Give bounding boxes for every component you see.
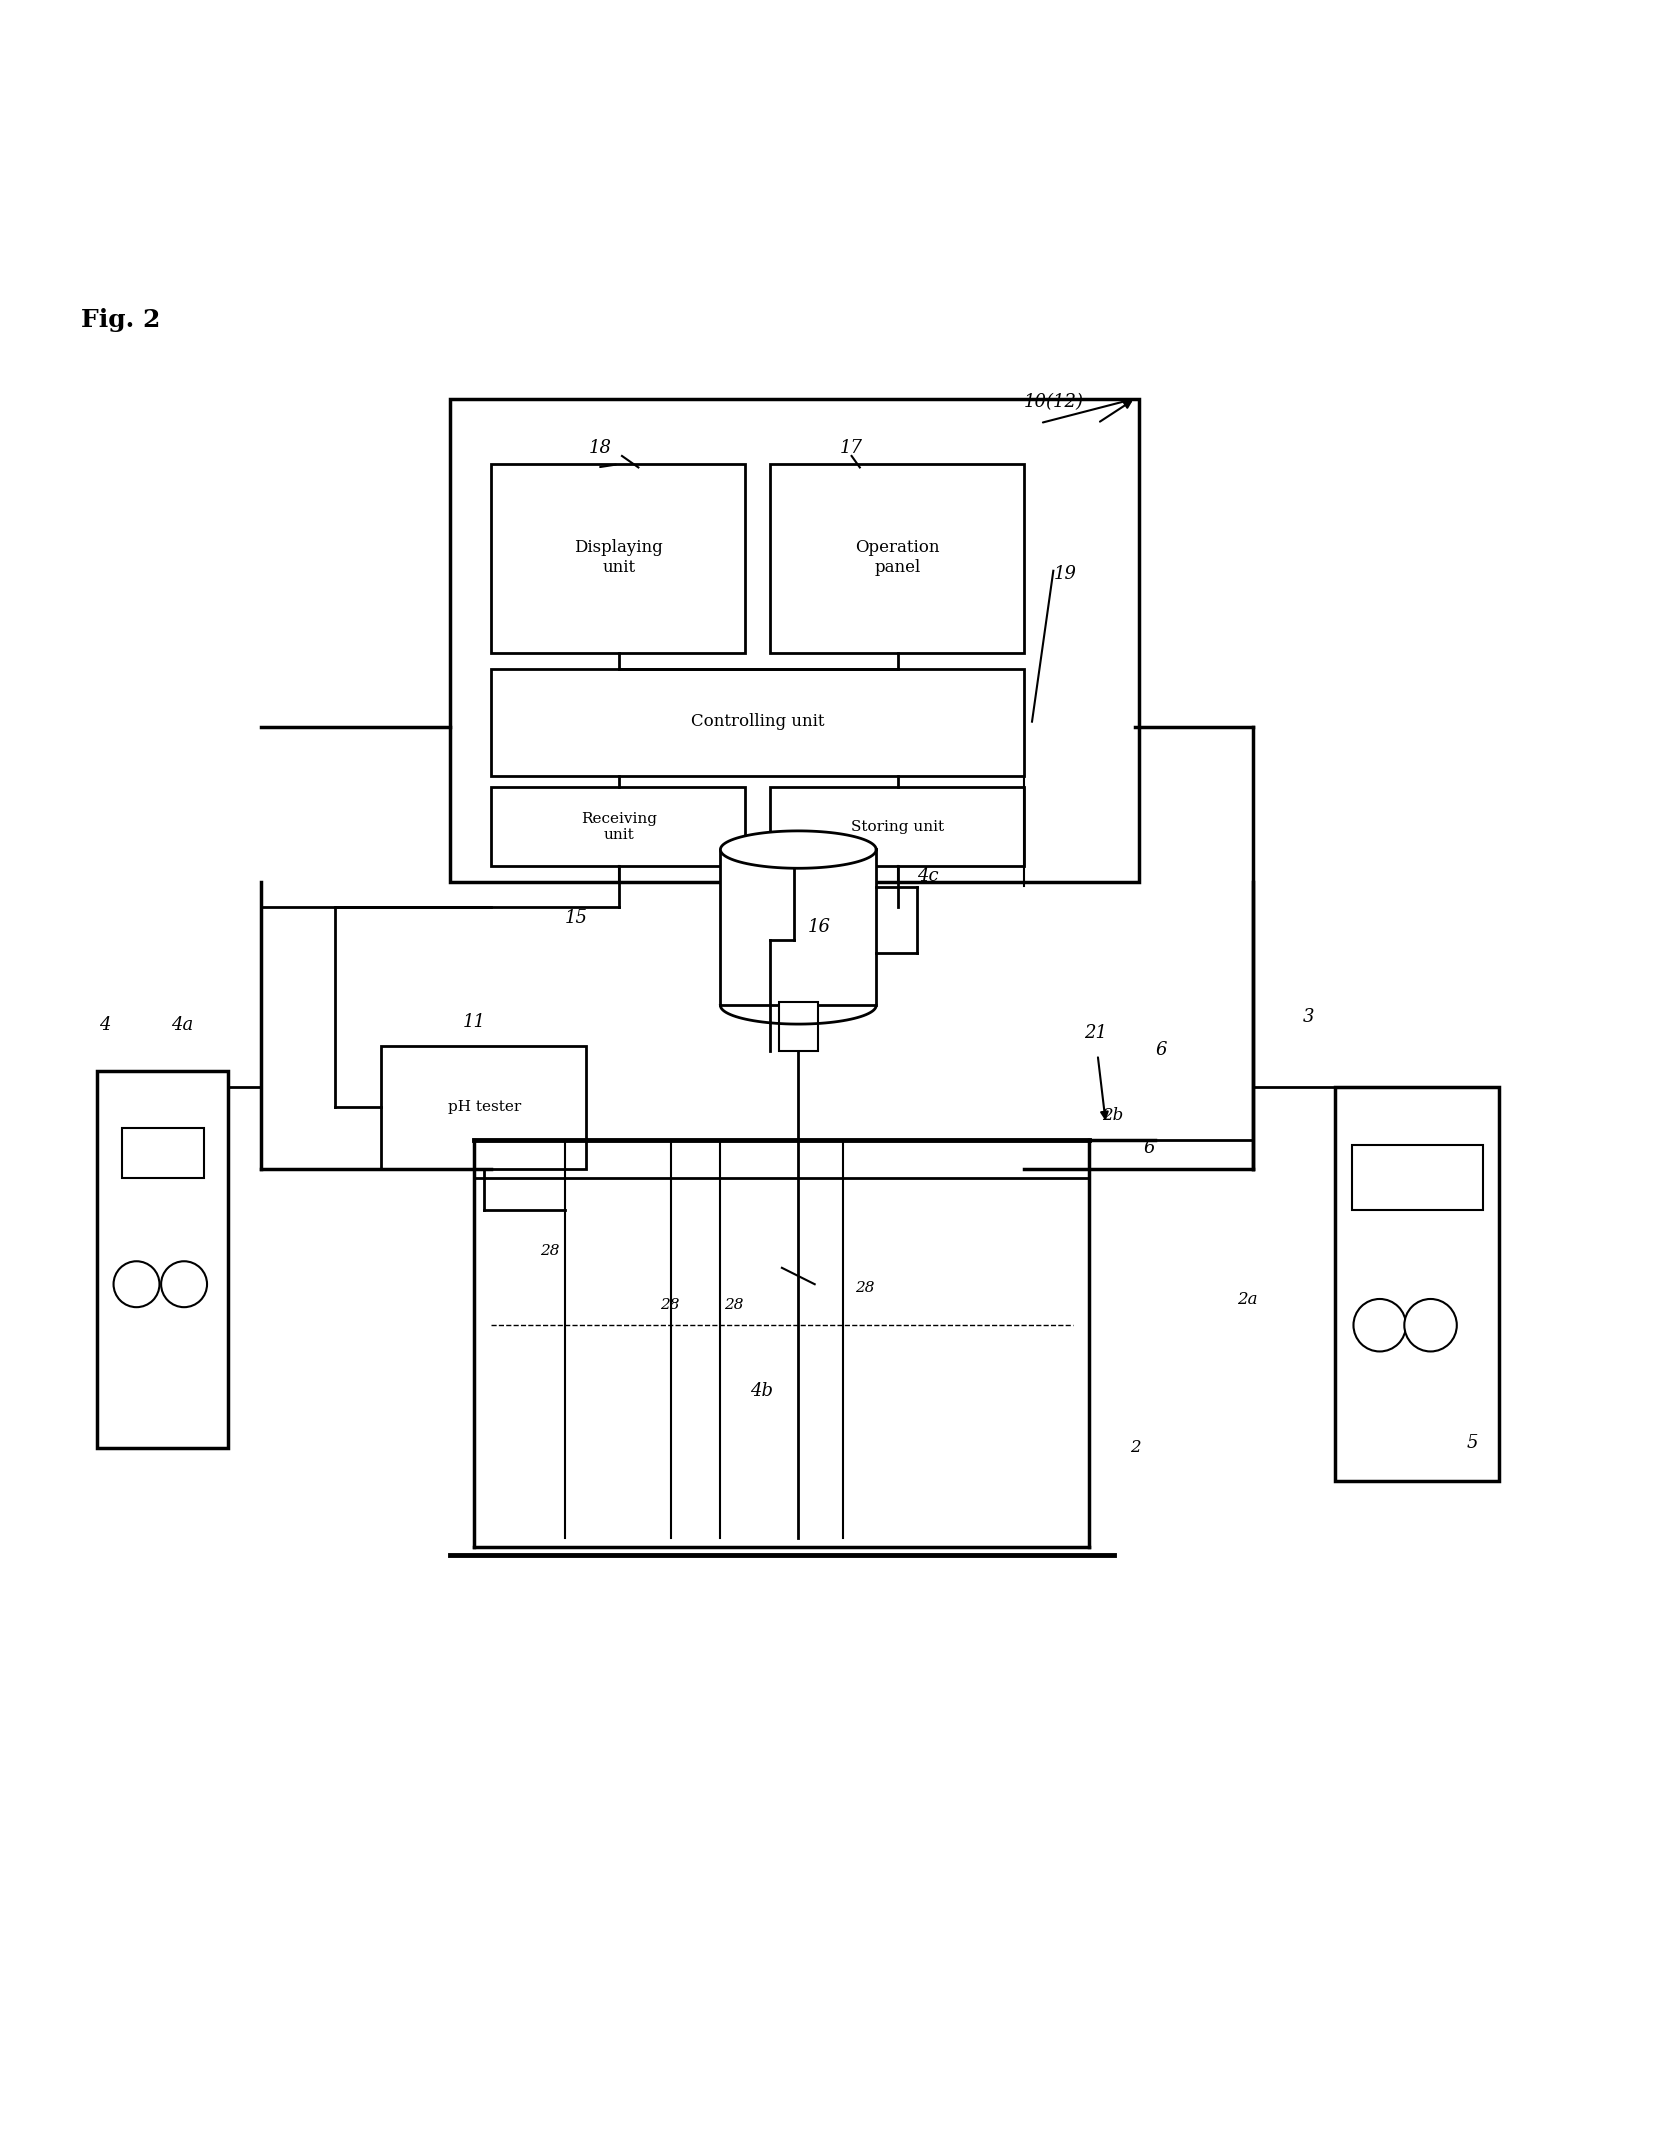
FancyBboxPatch shape: [1351, 1144, 1484, 1210]
Text: pH tester: pH tester: [448, 1101, 521, 1114]
Text: 6: 6: [1154, 1041, 1166, 1058]
Text: 15: 15: [564, 910, 587, 927]
Text: Displaying
unit: Displaying unit: [574, 540, 663, 576]
Text: 4: 4: [99, 1015, 111, 1035]
Text: 28: 28: [539, 1245, 559, 1257]
Polygon shape: [721, 831, 877, 868]
FancyBboxPatch shape: [450, 398, 1138, 883]
FancyBboxPatch shape: [769, 465, 1024, 653]
Circle shape: [160, 1262, 207, 1307]
FancyBboxPatch shape: [779, 1002, 819, 1052]
Text: Fig. 2: Fig. 2: [81, 308, 160, 332]
Text: 2a: 2a: [1237, 1292, 1257, 1309]
Circle shape: [1404, 1298, 1457, 1352]
Text: 4b: 4b: [749, 1382, 772, 1399]
Text: 28: 28: [855, 1281, 875, 1296]
Text: Controlling unit: Controlling unit: [691, 713, 825, 730]
Text: 28: 28: [660, 1298, 680, 1311]
Circle shape: [1353, 1298, 1406, 1352]
FancyBboxPatch shape: [491, 465, 744, 653]
Text: Receiving
unit: Receiving unit: [581, 812, 657, 842]
Text: 2: 2: [1130, 1439, 1141, 1457]
Text: 11: 11: [463, 1013, 486, 1030]
FancyBboxPatch shape: [380, 1047, 586, 1170]
Text: 3: 3: [1303, 1007, 1315, 1026]
Text: 18: 18: [589, 439, 612, 456]
Circle shape: [114, 1262, 159, 1307]
Text: 28: 28: [724, 1298, 743, 1311]
FancyBboxPatch shape: [98, 1071, 228, 1448]
FancyBboxPatch shape: [491, 788, 744, 865]
FancyBboxPatch shape: [769, 788, 1024, 865]
Text: 17: 17: [840, 439, 863, 456]
Text: 4c: 4c: [918, 868, 939, 885]
Text: 10(12): 10(12): [1024, 392, 1083, 411]
Text: 21: 21: [1085, 1024, 1108, 1043]
Text: 2b: 2b: [1103, 1107, 1123, 1125]
FancyBboxPatch shape: [491, 668, 1024, 775]
Text: Operation
panel: Operation panel: [855, 540, 939, 576]
Text: 6: 6: [1143, 1140, 1154, 1157]
FancyBboxPatch shape: [122, 1129, 203, 1178]
Text: 5: 5: [1467, 1435, 1479, 1452]
Text: 19: 19: [1054, 565, 1077, 583]
FancyBboxPatch shape: [1335, 1088, 1500, 1480]
Text: 4a: 4a: [170, 1015, 194, 1035]
Text: 16: 16: [807, 917, 830, 936]
Text: Storing unit: Storing unit: [850, 820, 944, 833]
FancyBboxPatch shape: [721, 850, 877, 1005]
